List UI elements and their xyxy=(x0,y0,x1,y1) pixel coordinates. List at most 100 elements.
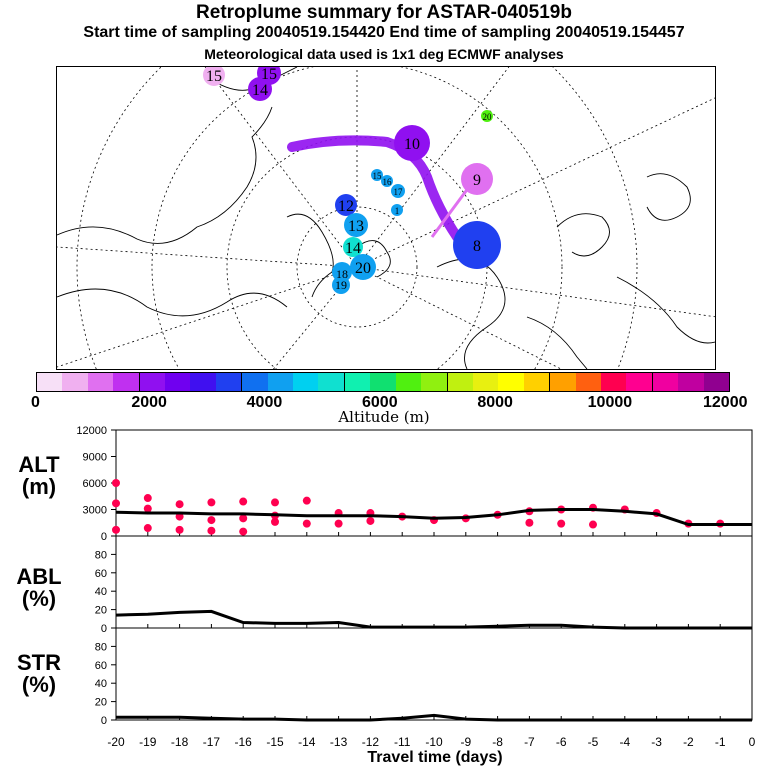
x-tick-label: 0 xyxy=(749,735,756,749)
y-tick-label: 80 xyxy=(95,641,107,653)
cluster-point xyxy=(112,525,120,534)
plume-cluster xyxy=(343,237,363,257)
colorbar-tick-label: 6000 xyxy=(362,394,398,411)
colorbar-swatch xyxy=(344,373,371,391)
alt-series-line xyxy=(115,508,752,526)
colorbar-swatch xyxy=(165,373,191,391)
coastlines xyxy=(57,67,715,369)
sampling-time-subtitle: Start time of sampling 20040519.154420 E… xyxy=(83,24,685,41)
plume-cluster-label: 14 xyxy=(252,82,268,99)
cluster-point xyxy=(175,500,184,509)
colorbar-tick-label: 4000 xyxy=(246,394,283,411)
colorbar-swatch xyxy=(87,373,114,391)
cluster-point xyxy=(366,516,375,525)
colorbar-swatch xyxy=(523,373,551,391)
panel-frame xyxy=(115,627,753,721)
x-tick-label: -16 xyxy=(235,735,253,749)
x-tick-label: -3 xyxy=(651,735,662,749)
y-tick-label: 40 xyxy=(95,678,107,690)
plume-cluster xyxy=(453,221,501,269)
colorbar-swatch xyxy=(267,373,294,391)
y-tick-label: 0 xyxy=(101,623,107,635)
x-tick-label: -10 xyxy=(425,735,443,749)
plume-cluster-label: 8 xyxy=(473,238,481,255)
plume-spread-line xyxy=(430,186,471,238)
plume-cluster xyxy=(481,110,493,122)
colorbar-tick-label: 0 xyxy=(31,394,40,411)
polar-map: 15 15 14 20 10 9 8 12 13 14 20 18 19 16 … xyxy=(56,66,716,370)
x-tick-label: -2 xyxy=(683,735,694,749)
plume-cluster-label: 16 xyxy=(383,177,393,187)
cluster-point xyxy=(271,498,279,507)
abl-axis-title-line2: (%) xyxy=(21,586,57,611)
plume-cluster-label: 9 xyxy=(473,172,481,189)
plume-cluster-label: 18 xyxy=(336,267,348,281)
altitude-colorbar xyxy=(36,372,730,392)
cluster-point xyxy=(334,519,343,528)
plume-cluster-label: 1 xyxy=(395,206,400,216)
colorbar-swatch xyxy=(550,373,576,391)
plume-cluster xyxy=(391,184,405,198)
cluster-point xyxy=(271,517,279,526)
colorbar-swatch xyxy=(215,373,243,391)
plume-cluster-label: 20 xyxy=(483,112,493,122)
cluster-point xyxy=(207,526,216,535)
plume-cluster-label: 10 xyxy=(404,136,420,153)
x-tick-label: -14 xyxy=(298,735,316,749)
colorbar-swatch xyxy=(678,373,704,391)
plume-cluster xyxy=(394,125,430,161)
colorbar-swatch xyxy=(395,373,422,391)
cluster-point xyxy=(112,479,120,487)
x-axis-title: Travel time (days) xyxy=(367,749,503,766)
cluster-point xyxy=(207,516,216,525)
colorbar-swatch xyxy=(575,373,601,391)
cluster-point xyxy=(143,524,152,533)
cluster-point xyxy=(557,519,566,528)
plume-cluster xyxy=(381,175,393,187)
colorbar-swatch xyxy=(472,373,499,391)
plume-cluster-label: 13 xyxy=(348,218,364,235)
cluster-point xyxy=(302,519,311,528)
plume-cluster xyxy=(371,169,383,181)
plume-cluster-label: 15 xyxy=(261,67,277,83)
x-tick-label: -9 xyxy=(460,735,471,749)
x-tick-label: -11 xyxy=(394,735,411,749)
x-tick-label: -17 xyxy=(203,735,221,749)
colorbar-swatch xyxy=(62,373,88,391)
colorbar-swatch xyxy=(293,373,319,391)
x-tick-label: -12 xyxy=(362,735,380,749)
y-tick-label: 40 xyxy=(95,586,107,598)
colorbar-swatch xyxy=(447,373,473,391)
cluster-point xyxy=(112,499,120,508)
colorbar-swatch xyxy=(190,373,216,391)
panel-frame xyxy=(115,535,753,629)
colorbar-swatch xyxy=(703,373,729,391)
y-tick-label: 60 xyxy=(95,568,107,580)
cluster-point xyxy=(589,520,597,529)
graticule xyxy=(57,67,715,369)
plume-cluster-label: 19 xyxy=(335,278,347,292)
colorbar-swatch xyxy=(242,373,268,391)
x-tick-label: -4 xyxy=(619,735,630,749)
abl-axis-title-line1: ABL xyxy=(16,564,62,589)
plume-track xyxy=(287,135,482,262)
cluster-point xyxy=(239,497,248,506)
cluster-point xyxy=(143,504,152,513)
colorbar-swatch xyxy=(113,373,140,391)
x-tick-label: -6 xyxy=(556,735,567,749)
x-tick-label: -18 xyxy=(171,735,189,749)
plume-cluster-label: 12 xyxy=(338,198,354,215)
plume-cluster xyxy=(391,204,403,216)
y-tick-label: 20 xyxy=(95,605,107,617)
cluster-point xyxy=(175,525,184,534)
y-tick-label: 12000 xyxy=(76,425,107,437)
abl-axis-title: ABL (%) xyxy=(14,566,64,610)
y-tick-label: 0 xyxy=(101,715,107,727)
plume-cluster-label: 14 xyxy=(345,240,361,257)
str-axis-title-line1: STR xyxy=(17,650,61,675)
x-tick-label: -20 xyxy=(107,735,125,749)
alt-axis-title-line1: ALT xyxy=(18,452,60,477)
cluster-point xyxy=(525,518,534,527)
cluster-point xyxy=(207,498,216,507)
colorbar-tick-label: 2000 xyxy=(131,394,167,411)
